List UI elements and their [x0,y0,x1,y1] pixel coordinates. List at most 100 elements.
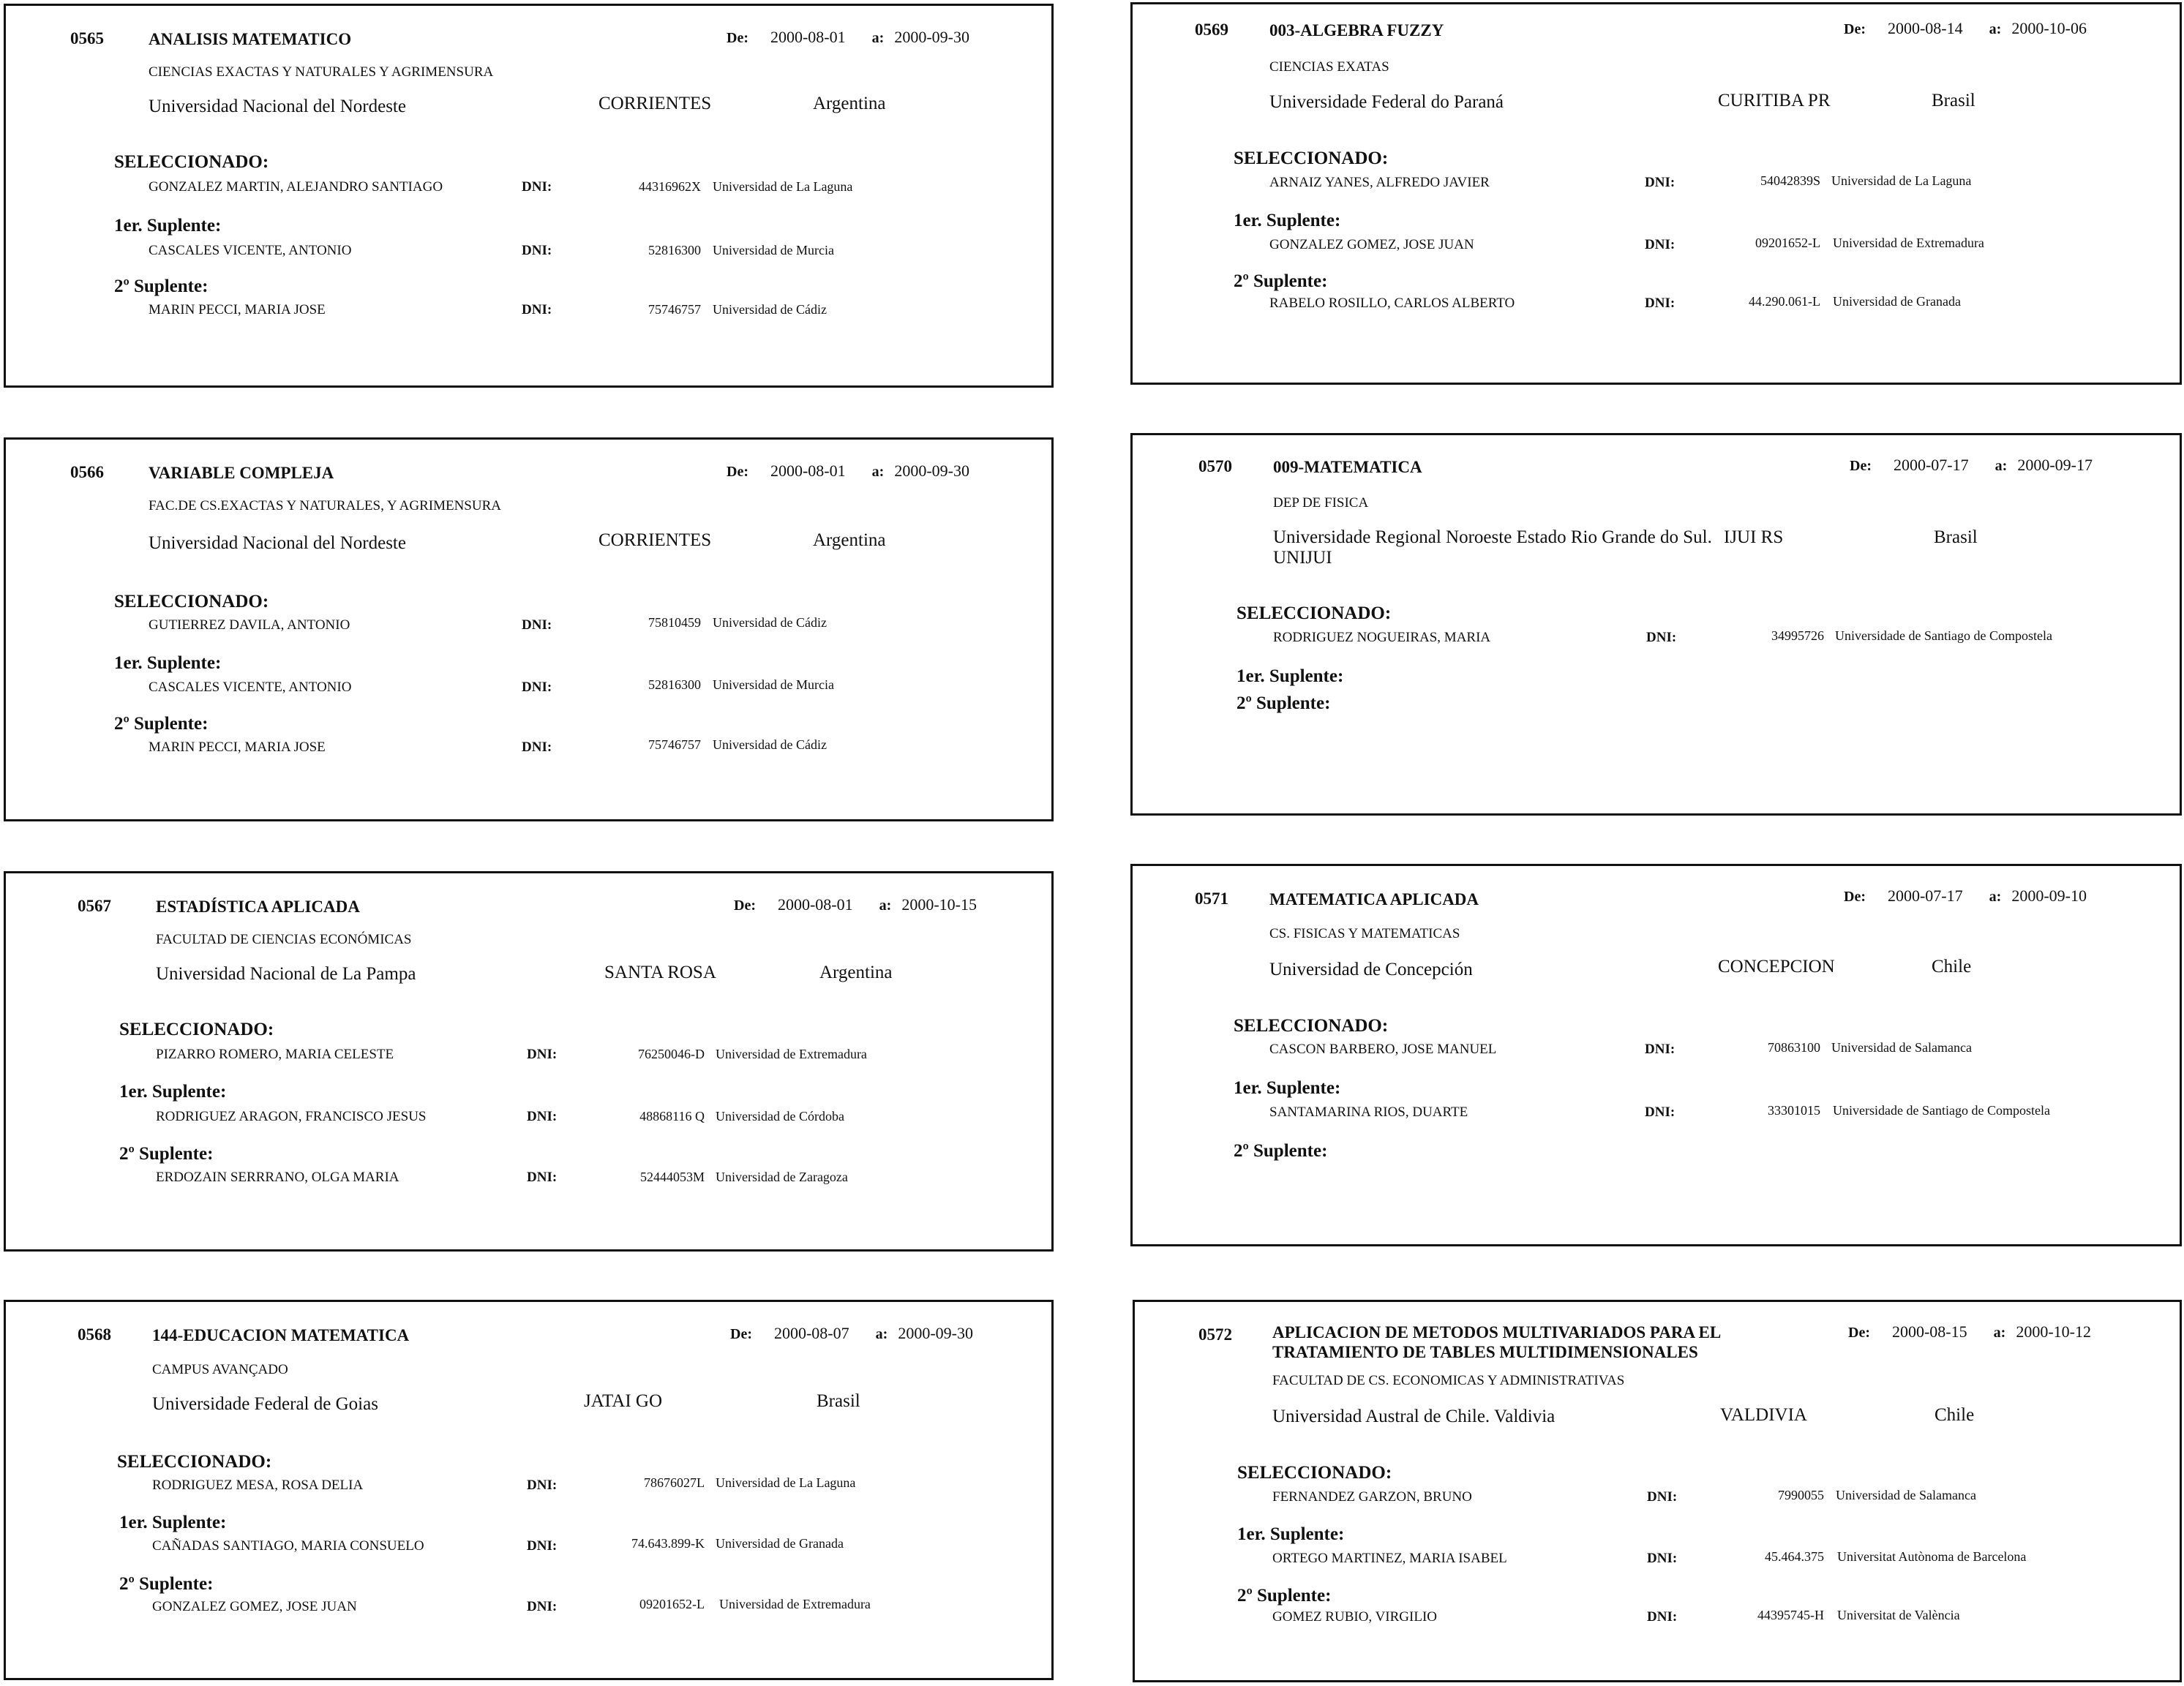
university: Universidad de Concepción [1269,960,1473,979]
city: CORRIENTES [598,530,712,550]
selected-label: SELECCIONADO: [1237,603,1392,623]
selected-label: SELECCIONADO: [114,152,269,172]
first-substitute-dni: 33301015 [1768,1103,1820,1118]
faculty: CIENCIAS EXATAS [1269,59,1389,75]
course-number: 0569 [1195,20,1228,39]
selected-label: SELECCIONADO: [1237,1463,1392,1483]
from-date: 2000-07-17 [1893,456,1969,474]
first-substitute-dni: 74.643.899-K [631,1536,705,1551]
first-substitute-name: CASCALES VICENTE, ANTONIO [149,680,352,695]
date-range: De: 2000-07-17 a: 2000-09-10 [1844,887,2087,906]
selected-dni: 44316962X [639,179,701,194]
selected-dni: 78676027L [644,1475,705,1490]
date-range: De: 2000-07-17 a: 2000-09-17 [1850,456,2093,475]
country: Chile [1935,1405,1975,1425]
second-substitute-university: Universitat de València [1837,1608,1960,1622]
course-number: 0566 [70,463,104,481]
from-date: 2000-08-14 [1887,19,1963,37]
from-label: De: [1850,458,1872,474]
course-card-0572: 0572 APLICACION DE METODOS MULTIVARIADOS… [1133,1300,2182,1682]
second-substitute-label: 2º Suplente: [1234,1141,1328,1161]
second-substitute-university: Universidad de Cádiz [713,737,827,752]
country: Brasil [1932,91,1975,110]
second-substitute-name: GONZALEZ GOMEZ, JOSE JUAN [152,1599,357,1614]
city: IJUI RS [1724,527,1784,547]
first-substitute-name: GONZALEZ GOMEZ, JOSE JUAN [1269,237,1474,252]
dni-label: DNI: [1647,1609,1678,1625]
to-label: a: [871,30,885,46]
course-card-0571: 0571 MATEMATICA APLICADA De: 2000-07-17 a:… [1130,864,2182,1246]
selected-dni: 70863100 [1768,1040,1820,1055]
dni-label: DNI: [1645,1104,1675,1120]
dni-label: DNI: [527,1599,558,1614]
course-title: 009-MATEMATICA [1273,458,1422,476]
from-date: 2000-08-15 [1891,1322,1967,1341]
second-substitute-label: 2º Suplente: [119,1574,214,1594]
second-substitute-label: 2º Suplente: [114,714,209,734]
selected-label: SELECCIONADO: [117,1452,272,1472]
first-substitute-label: 1er. Suplente: [114,216,222,236]
first-substitute-label: 1er. Suplente: [119,1082,227,1102]
course-title: 003-ALGEBRA FUZZY [1269,21,1444,39]
selected-university: Universidad de La Laguna [1831,173,1972,188]
first-substitute-university: Universitat Autònoma de Barcelona [1837,1549,2027,1564]
date-range: De: 2000-08-01 a: 2000-10-15 [734,895,977,914]
selected-name: RODRIGUEZ NOGUEIRAS, MARIA [1273,630,1491,645]
city: CURITIBA PR [1718,91,1831,110]
to-label: a: [875,1326,888,1342]
from-label: De: [730,1326,752,1342]
second-substitute-university: Universidad de Zaragoza [716,1170,848,1184]
course-title: 144-EDUCACION MATEMATICA [152,1326,410,1344]
dni-label: DNI: [527,1047,558,1062]
selected-name: ARNAIZ YANES, ALFREDO JAVIER [1269,175,1490,190]
first-substitute-dni: 45.464.375 [1765,1549,1824,1564]
selected-university: Universidad de Extremadura [716,1047,867,1061]
university: Universidad Nacional del Nordeste [149,97,406,116]
date-range: De: 2000-08-14 a: 2000-10-06 [1844,19,2087,38]
second-substitute-dni: 75746757 [648,302,701,317]
first-substitute-university: Universidad de Córdoba [716,1109,844,1124]
to-label: a: [1989,889,2002,905]
from-label: De: [727,464,748,480]
course-number: 0570 [1198,457,1232,475]
selected-university: Universidad de La Laguna [713,179,853,194]
dni-label: DNI: [527,1478,558,1493]
first-substitute-label: 1er. Suplente: [1234,1078,1341,1098]
city: VALDIVIA [1720,1405,1807,1425]
selected-name: RODRIGUEZ MESA, ROSA DELIA [152,1478,364,1493]
second-substitute-label: 2º Suplente: [1237,1586,1332,1606]
faculty: DEP DE FISICA [1273,495,1369,511]
course-number: 0568 [78,1325,111,1344]
university: Universidad Nacional de La Pampa [156,964,416,984]
course-title: ANALISIS MATEMATICO [149,30,352,48]
second-substitute-dni: 44395745-H [1757,1608,1824,1622]
second-substitute-dni: 44.290.061-L [1749,294,1820,309]
dni-label: DNI: [1646,630,1677,645]
second-substitute-label: 2º Suplente: [1234,271,1328,291]
first-substitute-label: 1er. Suplente: [1234,211,1341,230]
selected-label: SELECCIONADO: [1234,1016,1389,1036]
dni-label: DNI: [1645,237,1675,252]
country: Argentina [819,963,893,982]
dni-label: DNI: [1645,175,1675,190]
selected-name: PIZARRO ROMERO, MARIA CELESTE [156,1047,394,1062]
course-title: APLICACION DE METODOS MULTIVARIADOS PARA… [1272,1323,1720,1361]
to-date: 2000-10-06 [2011,19,2087,37]
course-number: 0571 [1195,889,1228,908]
city: JATAI GO [584,1391,663,1411]
dni-label: DNI: [522,179,552,195]
date-range: De: 2000-08-01 a: 2000-09-30 [727,462,969,481]
course-title: MATEMATICA APLICADA [1269,890,1479,908]
university: Universidade Federal de Goias [152,1394,378,1414]
faculty: FAC.DE CS.EXACTAS Y NATURALES, Y AGRIMEN… [149,498,501,513]
selected-dni: 54042839S [1760,173,1820,188]
from-label: De: [1844,889,1866,905]
selected-name: GUTIERREZ DAVILA, ANTONIO [149,617,350,633]
selected-dni: 75810459 [648,615,701,630]
second-substitute-university: Universidad de Extremadura [719,1597,871,1611]
dni-label: DNI: [522,617,552,633]
faculty: FACULTAD DE CS. ECONOMICAS Y ADMINISTRAT… [1272,1373,1625,1388]
first-substitute-dni: 48868116 Q [639,1109,705,1124]
from-date: 2000-07-17 [1887,887,1963,905]
to-label: a: [879,897,892,914]
